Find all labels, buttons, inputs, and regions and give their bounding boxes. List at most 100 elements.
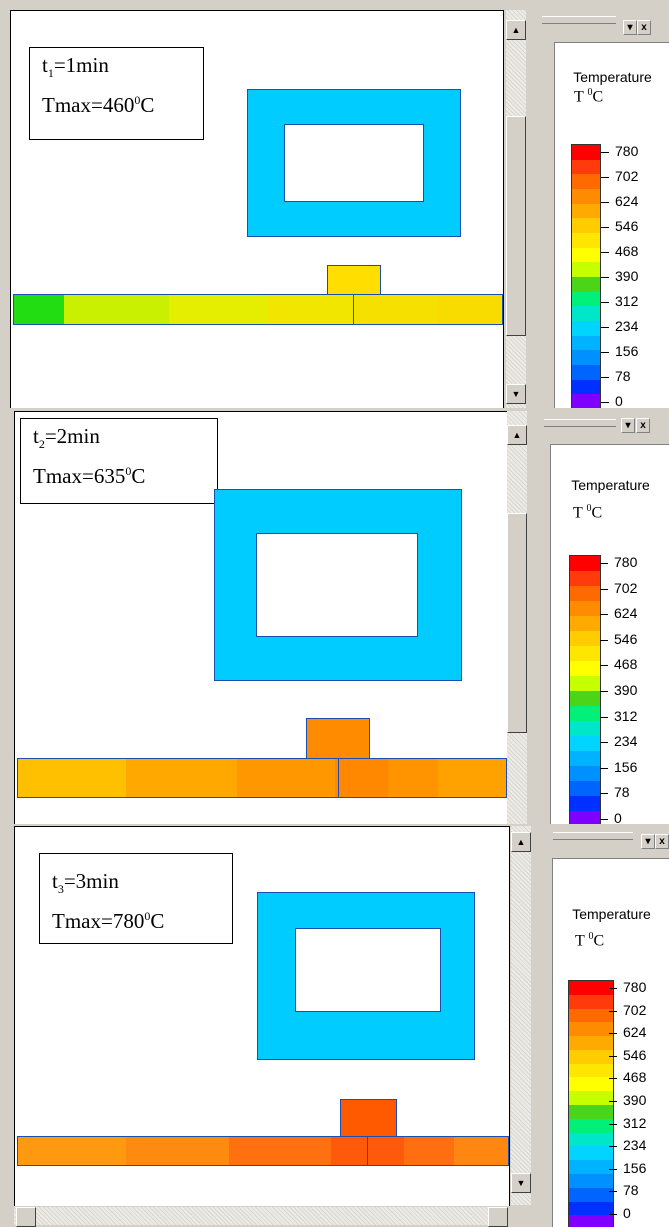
legend-tick bbox=[601, 152, 609, 153]
legend-tick bbox=[609, 1078, 617, 1080]
horizontal-scrollbar[interactable] bbox=[14, 1207, 508, 1227]
legend-title: Temperature bbox=[571, 477, 650, 493]
scroll-right-button[interactable] bbox=[488, 1207, 508, 1227]
legend-labels: 780 702 624 546 468 390 312 234 156 78 0 bbox=[609, 979, 667, 1221]
title-grip[interactable] bbox=[553, 832, 633, 840]
legend-tick bbox=[600, 691, 608, 692]
ramp-color-band bbox=[572, 233, 600, 248]
legend-labels: 780 702 624 546 468 390 312 234 156 78 0 bbox=[600, 554, 658, 824]
legend-label: 546 bbox=[615, 218, 639, 234]
ramp-color-band bbox=[569, 1215, 613, 1227]
legend-tick bbox=[600, 563, 608, 564]
scroll-down-button[interactable]: ▼ bbox=[511, 1173, 531, 1193]
legend-tick bbox=[609, 1146, 617, 1148]
ramp-color-band bbox=[570, 691, 600, 706]
legend-label: 546 bbox=[623, 1046, 647, 1063]
close-button[interactable]: x bbox=[637, 20, 651, 35]
legend-title: Temperature bbox=[573, 69, 652, 85]
legend-tick bbox=[600, 665, 608, 667]
scroll-left-button[interactable] bbox=[16, 1207, 36, 1227]
ramp-color-band bbox=[569, 1077, 613, 1092]
legend-label: 624 bbox=[615, 193, 639, 209]
ramp-color-band bbox=[569, 1187, 613, 1202]
close-button[interactable]: x bbox=[655, 834, 669, 849]
ramp-color-band bbox=[570, 781, 600, 796]
ramp-color-band bbox=[569, 1173, 613, 1188]
ramp-color-band bbox=[569, 1091, 613, 1106]
strip-segment bbox=[18, 759, 126, 797]
legend-window: ▾ x Temperature T 0C 780 702 624 546 468 390 3… bbox=[540, 10, 669, 408]
ramp-color-band bbox=[569, 1063, 613, 1078]
ramp-color-band bbox=[570, 601, 600, 616]
legend-tick bbox=[601, 202, 609, 203]
ramp-color-band bbox=[570, 796, 600, 811]
close-button[interactable]: x bbox=[636, 418, 650, 433]
legend-tick bbox=[609, 1123, 617, 1125]
legend-panel: Temperature T 0C 780 702 624 546 468 390 312 23… bbox=[550, 444, 669, 824]
strip-segment bbox=[438, 295, 502, 324]
strip-segment bbox=[266, 295, 355, 324]
ramp-color-band bbox=[570, 766, 600, 781]
ramp-color-band bbox=[572, 394, 600, 408]
vertical-scrollbar[interactable]: ▲ ▼ bbox=[511, 826, 531, 1205]
legend-label: 156 bbox=[614, 758, 638, 775]
vertical-scrollbar[interactable]: ▲ ▼ bbox=[506, 10, 526, 408]
minimize-button[interactable]: ▾ bbox=[621, 418, 635, 433]
strip-segment bbox=[354, 295, 439, 324]
legend-label: 234 bbox=[623, 1137, 647, 1154]
strip-segment bbox=[125, 1137, 230, 1165]
strip-segment bbox=[454, 1137, 508, 1165]
ramp-color-band bbox=[570, 706, 600, 721]
legend-tick bbox=[601, 302, 609, 303]
ramp-color-band bbox=[570, 661, 600, 676]
simulation-canvas: t3=3min Tmax=7800C bbox=[14, 826, 510, 1206]
scroll-down-button[interactable]: ▼ bbox=[506, 384, 526, 404]
ramp-color-band bbox=[570, 571, 600, 586]
title-grip[interactable] bbox=[542, 16, 616, 24]
ramp-color-band bbox=[570, 646, 600, 661]
strip-segment bbox=[237, 759, 335, 797]
scroll-thumb[interactable] bbox=[507, 513, 527, 733]
legend-label: 468 bbox=[614, 656, 638, 673]
legend-label: 0 bbox=[614, 810, 622, 824]
legend-window: ▾ x Temperature T 0C 780 702 624 546 468 390 3… bbox=[540, 411, 669, 824]
coil-opening bbox=[295, 928, 441, 1012]
scroll-up-button[interactable]: ▲ bbox=[506, 20, 526, 40]
legend-label: 78 bbox=[614, 784, 630, 801]
scroll-up-button[interactable]: ▲ bbox=[511, 832, 531, 852]
legend-tick bbox=[600, 716, 608, 718]
frame-1: t1=1min Tmax=4600C ▲ ▼ ▾ x Temperature T… bbox=[0, 0, 669, 408]
ramp-color-band bbox=[570, 556, 600, 571]
legend-unit: T 0C bbox=[575, 931, 605, 950]
vertical-scrollbar[interactable]: ▲ bbox=[507, 411, 527, 824]
frame-2: t2=2min Tmax=6350C ▲ ▾ x Temperature T 0… bbox=[0, 408, 669, 824]
ramp-color-band bbox=[572, 174, 600, 190]
strip-segment bbox=[18, 1137, 126, 1165]
legend-label: 780 bbox=[615, 143, 639, 159]
legend-tick bbox=[601, 377, 609, 378]
legend-tick bbox=[600, 819, 608, 820]
minimize-button[interactable]: ▾ bbox=[641, 834, 655, 849]
legend-label: 546 bbox=[614, 630, 638, 647]
color-ramp bbox=[569, 555, 601, 824]
strip-divider bbox=[367, 1137, 368, 1166]
legend-labels: 780 702 624 546 468 390 312 234 156 78 0 bbox=[601, 143, 659, 408]
legend-label: 156 bbox=[615, 343, 639, 359]
legend-label: 702 bbox=[623, 1001, 647, 1018]
color-ramp bbox=[568, 980, 614, 1227]
scroll-thumb[interactable] bbox=[506, 116, 526, 336]
color-ramp bbox=[571, 144, 601, 408]
ramp-color-band bbox=[570, 721, 600, 736]
ramp-color-band bbox=[569, 1118, 613, 1133]
minimize-button[interactable]: ▾ bbox=[623, 20, 637, 35]
ramp-color-band bbox=[569, 1160, 613, 1174]
legend-label: 624 bbox=[623, 1024, 647, 1041]
ramp-color-band bbox=[569, 1105, 613, 1119]
legend-tick bbox=[609, 1214, 617, 1215]
title-grip[interactable] bbox=[544, 419, 616, 427]
strip-segment bbox=[229, 1137, 331, 1165]
heated-block bbox=[306, 718, 370, 759]
strip-segment bbox=[438, 759, 506, 797]
scroll-up-button[interactable]: ▲ bbox=[507, 425, 527, 445]
legend-tick bbox=[601, 177, 609, 178]
